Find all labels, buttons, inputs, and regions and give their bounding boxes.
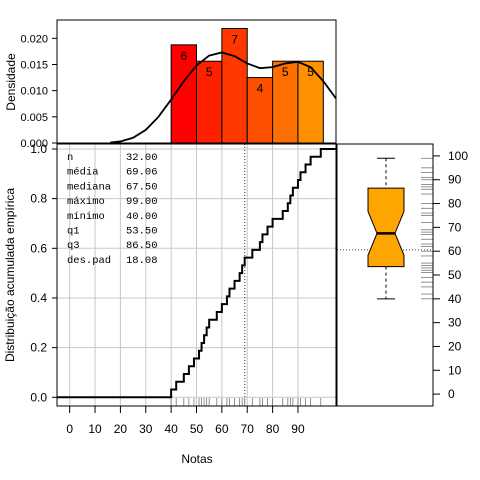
stats-label: des.pad bbox=[67, 255, 111, 267]
histogram-bar-count: 6 bbox=[180, 49, 187, 63]
ecdf-panel: Distribuição acumulada empírica Notas n 3… bbox=[3, 142, 337, 466]
ecdf-step-line bbox=[57, 147, 336, 399]
boxplot-ytick-label: 20 bbox=[448, 339, 462, 353]
stats-value: 86.50 bbox=[126, 240, 158, 252]
ecdf-xtick-label: 30 bbox=[139, 422, 153, 436]
ecdf-ytick-label: 0.8 bbox=[30, 192, 47, 206]
ecdf-xtick-label: 40 bbox=[164, 422, 178, 436]
boxplot-box bbox=[367, 187, 405, 268]
stats-label: média bbox=[67, 167, 99, 179]
ecdf-ytick-label: 0.6 bbox=[30, 241, 47, 255]
boxplot-ytick-label: 30 bbox=[448, 316, 462, 330]
histogram-panel: Densidade 6 5 7 4 5 5 0.000 0.005 0.010 0.015 0.02… bbox=[4, 19, 337, 150]
stats-value: 18.08 bbox=[126, 255, 158, 267]
ecdf-xtick-label: 0 bbox=[66, 422, 73, 436]
boxplot-ytick-label: 0 bbox=[448, 387, 455, 401]
histogram-ytick-label: 0.015 bbox=[20, 59, 48, 71]
stats-label: máximo bbox=[67, 196, 105, 208]
ecdf-xtick-label: 20 bbox=[114, 422, 128, 436]
ecdf-xlabel: Notas bbox=[181, 452, 212, 466]
ecdf-xtick-label: 10 bbox=[88, 422, 102, 436]
histogram-bar-count: 4 bbox=[257, 82, 264, 96]
stats-value: 32.00 bbox=[126, 152, 158, 164]
ecdf-xtick-label: 80 bbox=[266, 422, 280, 436]
ecdf-xtick-label: 70 bbox=[241, 422, 255, 436]
boxplot-ytick-label: 70 bbox=[448, 220, 462, 234]
ecdf-ytick-label: 0.0 bbox=[30, 390, 47, 404]
stats-value: 53.50 bbox=[126, 226, 158, 238]
stats-label: mediana bbox=[67, 181, 111, 193]
histogram-ytick-label: 0.005 bbox=[20, 112, 48, 124]
ecdf-ytick-label: 0.2 bbox=[30, 341, 47, 355]
histogram-ylabel: Densidade bbox=[4, 53, 18, 111]
ecdf-xtick-label: 60 bbox=[215, 422, 229, 436]
stats-value: 67.50 bbox=[126, 181, 158, 193]
boxplot-ytick-label: 60 bbox=[448, 244, 462, 258]
ecdf-frame bbox=[56, 143, 337, 407]
histogram-ytick-label: 0.000 bbox=[20, 138, 48, 150]
stats-label: q1 bbox=[67, 226, 80, 238]
stats-value: 69.06 bbox=[126, 167, 158, 179]
stats-label: n bbox=[67, 152, 73, 164]
histogram-ytick-label: 0.020 bbox=[20, 33, 48, 45]
ecdf-ytick-label: 0.4 bbox=[30, 291, 47, 305]
histogram-bar bbox=[196, 60, 223, 144]
stats-label: mínimo bbox=[67, 211, 105, 223]
boxplot-ytick-label: 50 bbox=[448, 268, 462, 282]
histogram-ytick-label: 0.010 bbox=[20, 86, 48, 98]
histogram-bar-count: 7 bbox=[231, 33, 238, 47]
histogram-bar-count: 5 bbox=[206, 65, 213, 79]
boxplot-frame bbox=[336, 143, 434, 407]
histogram-bar-count: 5 bbox=[307, 65, 314, 79]
ecdf-xtick-label: 90 bbox=[291, 422, 305, 436]
boxplot-ytick-label: 90 bbox=[448, 173, 462, 187]
stats-value: 99.00 bbox=[126, 196, 158, 208]
boxplot-ytick-label: 40 bbox=[448, 292, 462, 306]
histogram-bar bbox=[297, 60, 324, 144]
histogram-frame bbox=[56, 19, 337, 144]
ecdf-ylabel: Distribuição acumulada empírica bbox=[3, 188, 17, 362]
boxplot-ytick-label: 100 bbox=[448, 149, 468, 163]
density-curve bbox=[110, 51, 337, 144]
ecdf-ytick-label: 1.0 bbox=[30, 142, 47, 156]
boxplot-ytick-label: 10 bbox=[448, 363, 462, 377]
boxplot-ytick-label: 80 bbox=[448, 197, 462, 211]
ecdf-xtick-label: 50 bbox=[190, 422, 204, 436]
stats-value: 40.00 bbox=[126, 211, 158, 223]
histogram-bar-count: 5 bbox=[282, 65, 289, 79]
stats-label: q3 bbox=[67, 240, 80, 252]
boxplot-panel: 0 10 20 30 40 50 60 70 80 90 100 bbox=[336, 143, 468, 407]
